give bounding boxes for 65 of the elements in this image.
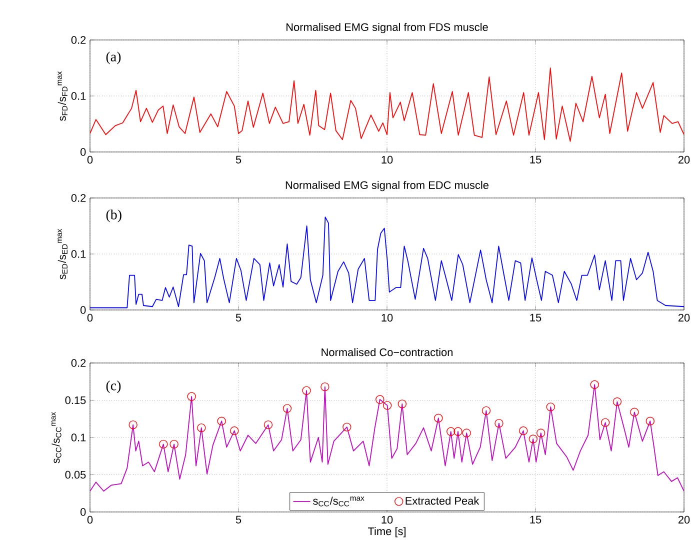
y-tick-label: 0 xyxy=(80,148,86,156)
x-tick-label: 10 xyxy=(382,516,393,524)
point xyxy=(264,420,273,430)
point xyxy=(197,423,206,432)
point xyxy=(454,427,462,436)
chart-title: Normalised EMG signal from EDC muscle xyxy=(286,180,488,192)
point xyxy=(600,418,610,427)
point xyxy=(159,440,168,449)
y-tick-label: 0.1 xyxy=(71,434,86,442)
x-tick-label: 20 xyxy=(678,314,690,322)
point xyxy=(302,386,311,395)
y-tick-label: 0.2 xyxy=(71,359,86,367)
point xyxy=(434,414,443,422)
line-series xyxy=(90,68,684,142)
y-tick-label: 0 xyxy=(80,306,86,314)
x-tick-label: 10 xyxy=(382,314,393,322)
x-tick-label: 20 xyxy=(678,516,690,524)
y-tick-label: 0.2 xyxy=(71,36,86,44)
point xyxy=(320,382,330,392)
point xyxy=(342,422,352,432)
point xyxy=(536,428,546,438)
x-tick-label: 15 xyxy=(530,156,542,164)
point xyxy=(646,416,654,426)
point xyxy=(382,401,392,410)
y-tick-label: 0.05 xyxy=(65,470,86,479)
point xyxy=(170,440,178,449)
point xyxy=(217,416,226,426)
y-tick-label: 0.1 xyxy=(71,250,86,258)
annotation: (a) xyxy=(106,52,121,64)
x-axis-title: Time [s] xyxy=(368,527,406,538)
chart-title: Normalised Co−contraction xyxy=(322,348,452,356)
chart-title: Normalised EMG signal from FDS muscle xyxy=(286,22,488,34)
point xyxy=(187,392,196,401)
legend-label: Extracted Peak xyxy=(406,496,480,505)
point xyxy=(494,418,504,428)
point xyxy=(462,428,471,438)
x-tick-label: 5 xyxy=(236,516,242,524)
x-tick-label: 0 xyxy=(87,516,93,524)
point xyxy=(630,408,639,417)
x-tick-label: 15 xyxy=(530,516,542,524)
x-tick-label: 10 xyxy=(382,156,393,164)
point xyxy=(482,406,491,416)
point xyxy=(282,404,292,413)
point xyxy=(612,397,622,406)
point xyxy=(518,426,528,436)
x-tick-label: 0 xyxy=(87,156,93,164)
point xyxy=(128,420,138,430)
annotation: (b) xyxy=(106,210,122,222)
point xyxy=(376,395,384,404)
x-tick-label: 15 xyxy=(530,314,542,322)
annotation: (c) xyxy=(106,380,121,394)
point xyxy=(590,380,599,389)
y-tick-label: 0.1 xyxy=(71,92,86,100)
x-tick-label: 5 xyxy=(236,314,242,322)
point xyxy=(546,402,556,412)
point xyxy=(230,426,239,436)
x-tick-label: 20 xyxy=(678,156,690,164)
point xyxy=(446,427,456,436)
x-tick-label: 0 xyxy=(87,314,93,322)
y-tick-label: 0.2 xyxy=(71,194,86,202)
y-tick-label: 0 xyxy=(80,508,86,516)
x-tick-label: 5 xyxy=(236,156,242,164)
y-tick-label: 0.15 xyxy=(65,396,86,404)
point xyxy=(398,400,407,408)
point xyxy=(528,434,538,444)
